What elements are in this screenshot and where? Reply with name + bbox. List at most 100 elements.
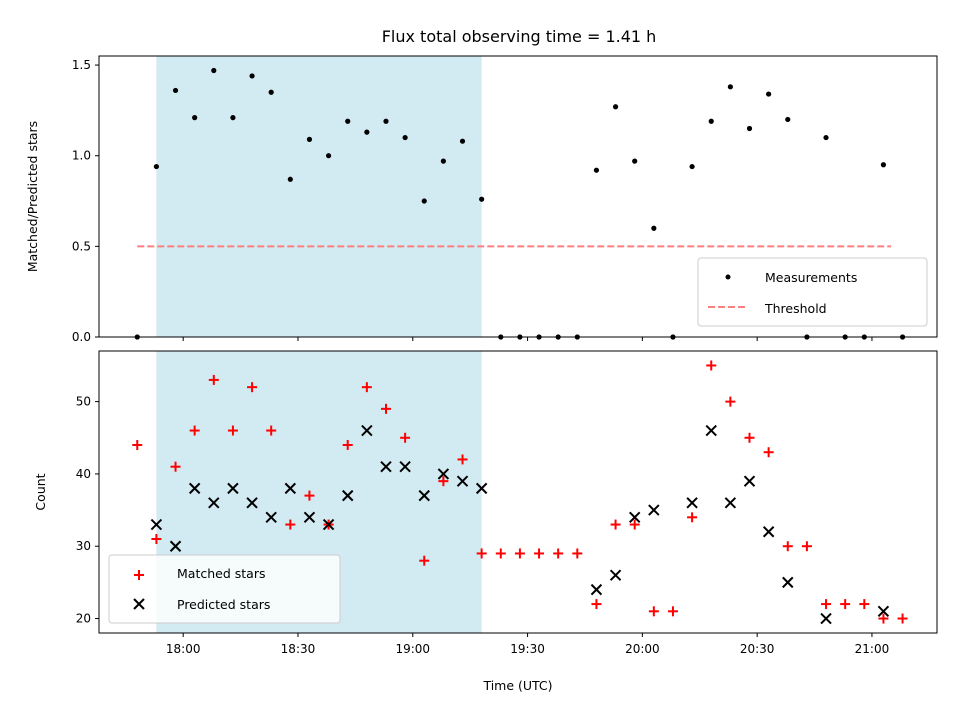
bottom-panel: 20 30 40 50 18:00 18:30 19:00 19:30 20:00 20:30 2… [33,350,938,693]
measurement-point [402,134,408,141]
matched-star-point [514,548,525,559]
predicted-star-point [686,497,698,509]
predicted-star-point [399,460,411,473]
matched-star-point [782,541,793,552]
top-axes-frame [98,55,938,338]
top-panel: 0.0 0.5 1.0 1.5 Matched/Predicted stars Mea… [25,55,938,344]
y-tick-label: 40 [76,467,91,481]
legend-marker-matched [134,570,144,580]
measurement-point [192,115,198,121]
measurement-point [632,158,638,164]
bottom-x-ticks: 18:00 18:30 19:00 19:30 20:00 20:30 21:00 [166,633,889,656]
predicted-star-point [877,605,890,618]
predicted-star-point [342,489,354,502]
measurement-point [230,115,236,121]
predicted-star-point [380,460,392,473]
predicted-star-point [743,475,756,487]
top-legend-box [697,257,928,327]
predicted-star-point [227,482,239,495]
matched-star-point [247,382,258,393]
y-tick-label: 1.5 [72,58,91,72]
measurement-point [651,225,657,231]
legend-label-predicted: Predicted stars [177,597,270,612]
measurement-point [612,104,619,110]
matched-star-point [227,425,238,436]
matched-star-point [285,519,296,530]
x-axis-label: Time (UTC) [482,678,552,693]
x-tick-label: 19:00 [395,642,430,656]
matched-star-point [648,606,659,617]
matched-star-point [400,432,411,443]
bottom-axes-frame [98,350,938,634]
matched-star-point [763,447,774,458]
matched-star-point [572,548,583,559]
matched-star-point [878,613,889,624]
measurement-point [249,73,255,79]
bottom-y-ticks: 20 30 40 50 [76,395,99,626]
matched-star-point [151,534,162,544]
bottom-y-axis-label: Count [33,473,48,510]
predicted-star-point [303,511,316,524]
measurement-point [364,129,370,135]
predicted-star-point [418,489,430,502]
measurement-point [727,84,733,90]
predicted-star-point [188,482,201,495]
predicted-star-point [456,475,469,487]
x-tick-label: 18:30 [281,642,316,656]
matched-star-point [438,476,449,487]
matched-star-point [687,512,698,523]
x-tick-label: 19:30 [510,642,545,656]
measurement-point [345,118,351,124]
matched-star-point [170,461,181,472]
matched-star-point [132,440,143,450]
measurement-point [593,167,600,173]
matched-star-point [706,360,717,371]
matched-star-point [610,519,621,530]
bottom-legend: Matched stars Predicted stars [108,554,341,624]
predicted-star-point [322,518,335,531]
predicted-star-point [609,569,622,581]
measurement-point [708,118,714,124]
matched-star-point [476,548,487,559]
matched-star-point [897,613,908,624]
predicted-star-point [705,424,717,437]
matched-star-point [361,382,372,393]
matched-star-point [208,374,219,385]
x-tick-label: 21:00 [855,642,890,656]
x-tick-label: 20:00 [625,642,660,656]
measurement-point [172,87,179,94]
predicted-star-point [265,511,277,524]
legend-label-measurements: Measurements [765,270,857,285]
measurement-point [823,134,829,141]
measurement-point [287,176,293,182]
measurement-point [880,162,887,168]
x-tick-label: 18:00 [166,642,201,656]
matched-star-point [380,403,391,414]
matched-star-point [840,599,851,610]
matched-star-point [725,396,736,407]
predicted-star-point [762,526,775,538]
top-x-ticks [182,337,873,341]
matched-star-point [629,519,640,530]
predicted-star-point [246,497,258,509]
matched-star-point [859,599,870,610]
matched-star-point [419,555,430,566]
y-tick-label: 20 [76,612,91,626]
predicted-star-point [208,497,220,509]
chart-title: Flux total observing time = 1.41 h [382,27,657,46]
matched-star-point [266,425,277,436]
matched-stars-series [132,360,908,624]
matched-star-point [667,606,678,617]
legend-marker-measurements [725,274,731,280]
matched-star-point [744,432,755,443]
y-tick-label: 0.5 [72,239,91,253]
measurement-point [211,67,217,74]
legend-label-matched: Matched stars [177,566,265,581]
measurement-point [421,198,427,204]
measurement-point [746,125,753,132]
top-y-axis-label: Matched/Predicted stars [25,121,40,272]
measurement-point [479,196,485,202]
matched-star-point [801,541,812,552]
predicted-stars-series [150,424,890,625]
